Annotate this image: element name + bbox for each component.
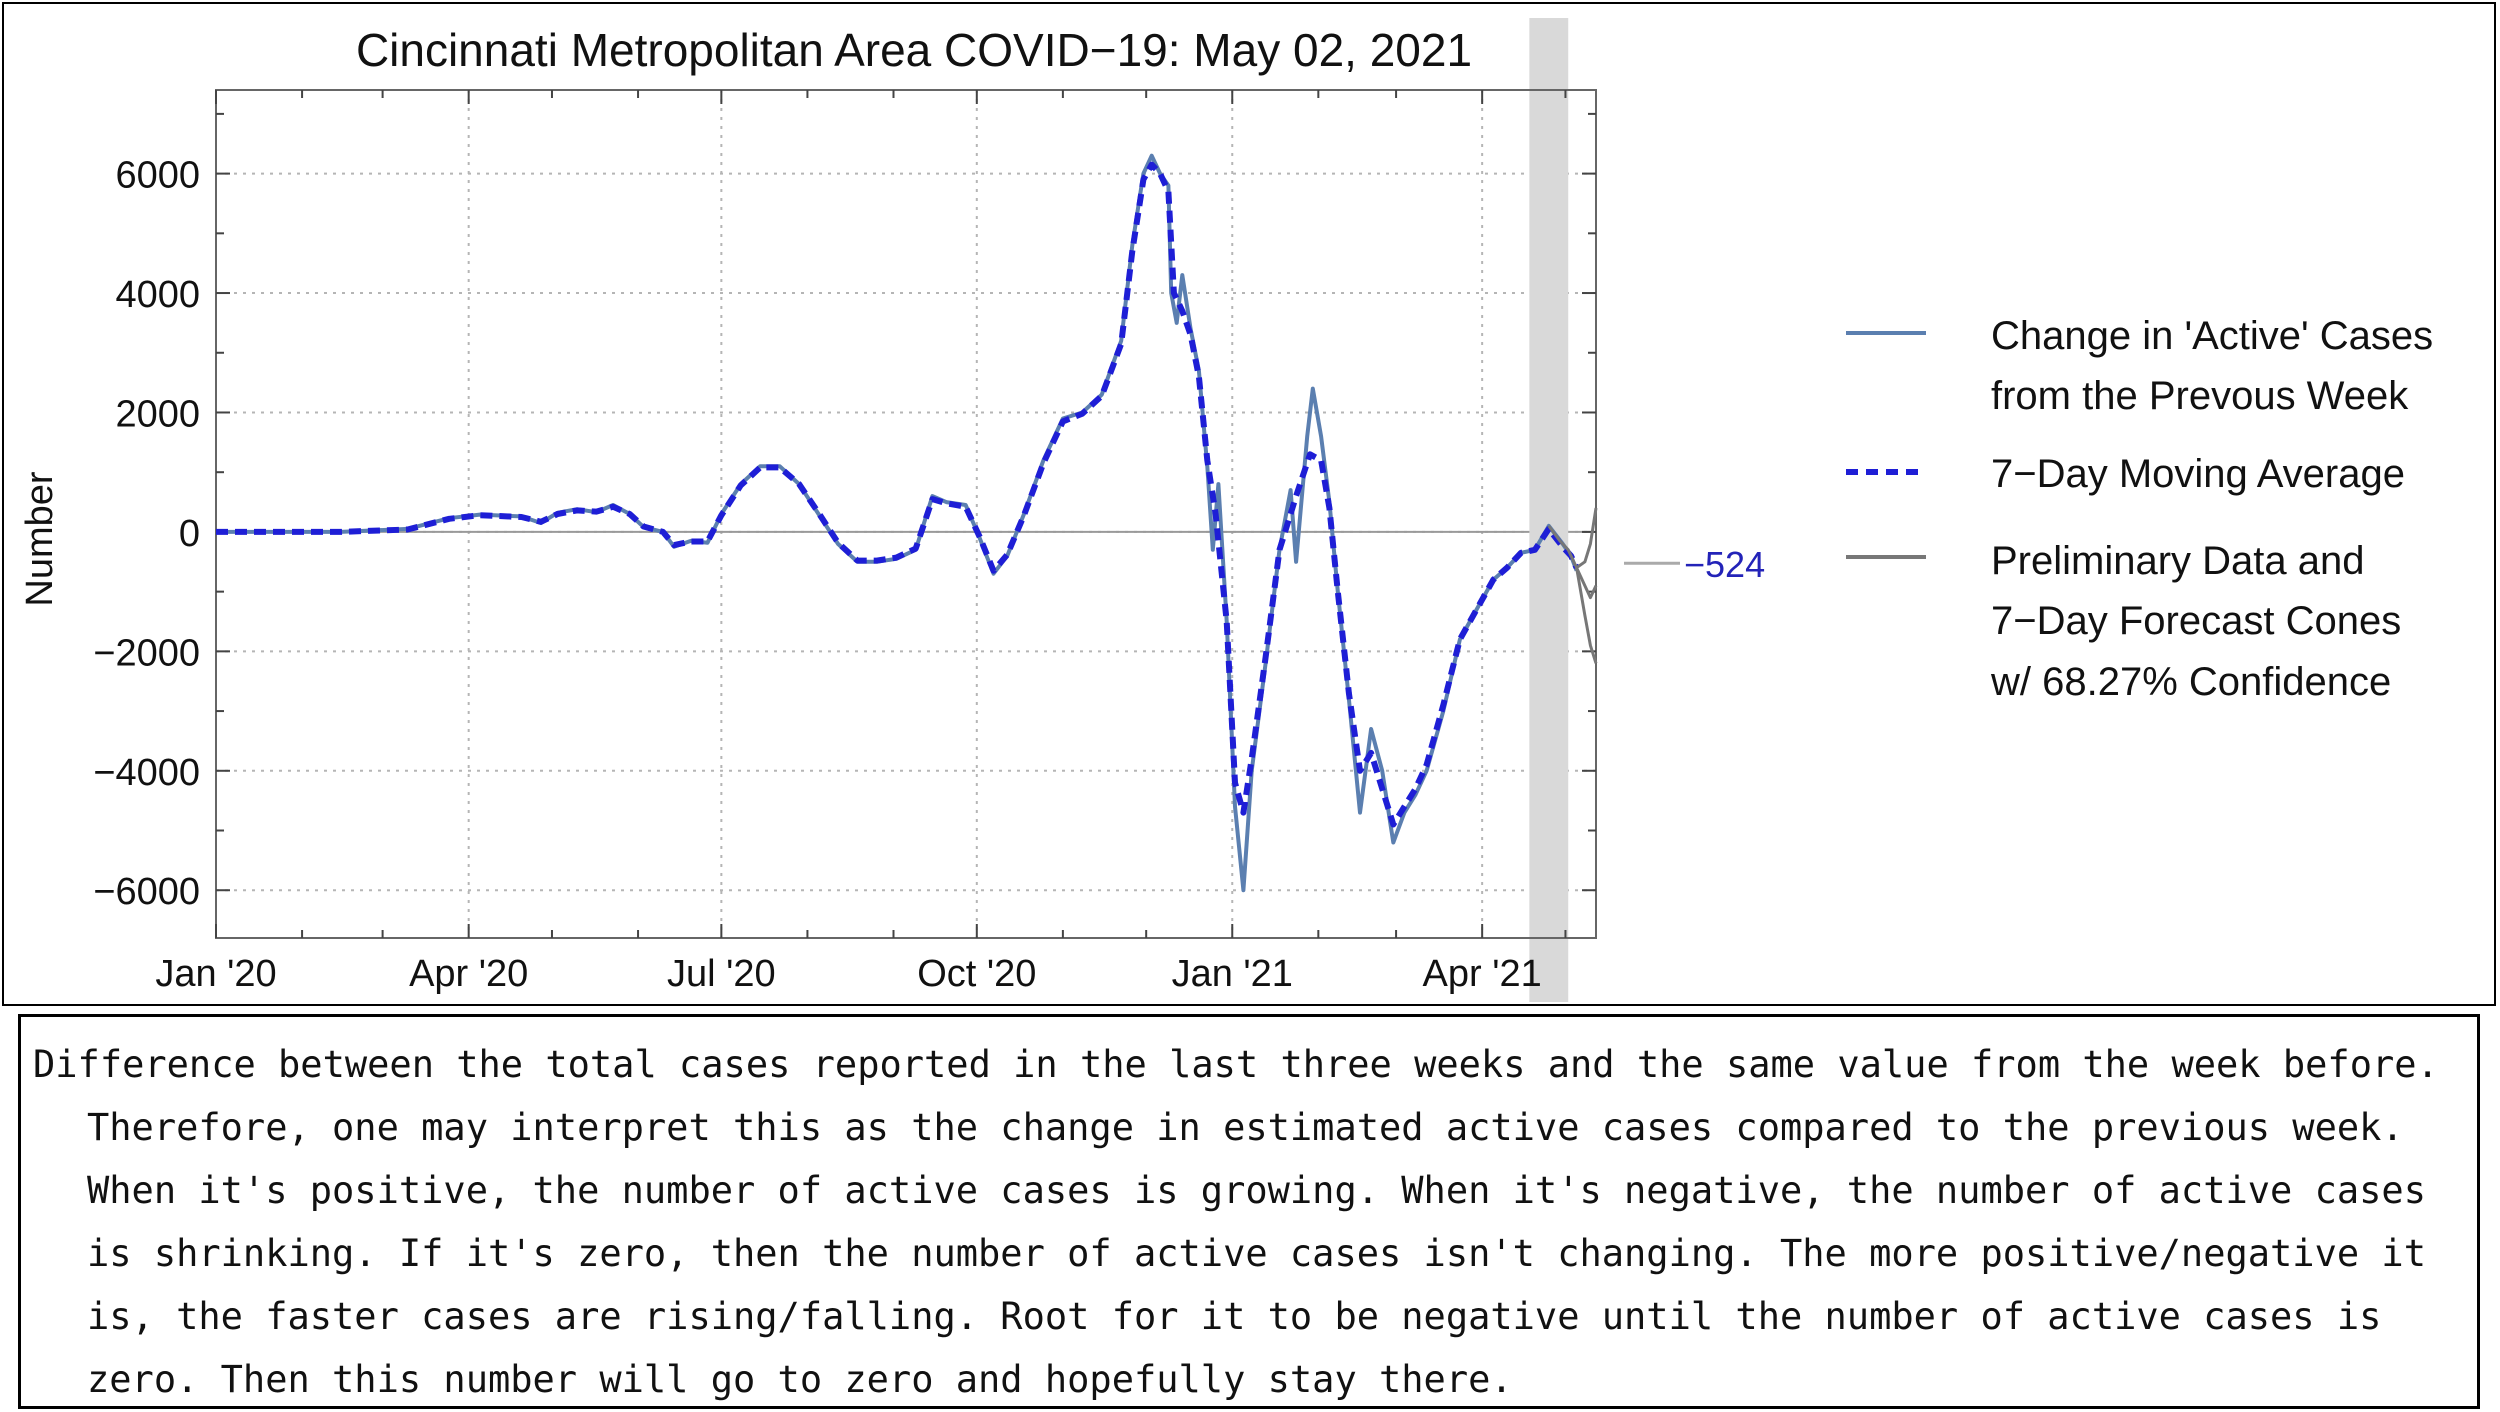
annotation-value-label: −524 <box>1684 544 1765 585</box>
caption-text: Difference between the total cases repor… <box>33 1043 2439 1401</box>
legend-label-preliminary-line3: w/ 68.27% Confidence <box>1990 660 2391 704</box>
chart-title: Cincinnati Metropolitan Area COVID−19: M… <box>356 24 1472 76</box>
x-tick-label: Jan '21 <box>1172 953 1293 995</box>
series-weekly-change-line <box>216 153 1579 893</box>
series-forecast-cone-line <box>1575 507 1598 569</box>
y-tick-label: 6000 <box>115 155 200 197</box>
y-tick-label: 2000 <box>115 393 200 435</box>
series-forecast-cone-line <box>1575 567 1598 664</box>
legend: Change in 'Active' Cases from the Prevou… <box>1846 314 2433 704</box>
x-tick-label: Apr '21 <box>1423 953 1542 995</box>
y-tick-label: −6000 <box>93 871 200 913</box>
chart-svg: Cincinnati Metropolitan Area COVID−19: M… <box>19 18 2433 1002</box>
y-tick-label: 4000 <box>115 274 200 316</box>
legend-label-preliminary-line2: 7−Day Forecast Cones <box>1991 599 2401 643</box>
x-tick-label: Apr '20 <box>409 953 528 995</box>
legend-label-weekly-change-line1: Change in 'Active' Cases <box>1991 314 2433 358</box>
plot-area: 6000 4000 2000 0 −2000 −4000 −6000 Jan '20 Apr '… <box>93 18 1765 1002</box>
legend-label-weekly-change-line2: from the Prevous Week <box>1991 374 2409 418</box>
y-axis-label: Number <box>19 471 61 606</box>
y-tick-label: 0 <box>179 513 200 555</box>
caption-box: Difference between the total cases repor… <box>18 1014 2480 1409</box>
chart-frame: Cincinnati Metropolitan Area COVID−19: M… <box>2 2 2496 1006</box>
x-tick-label: Jan '20 <box>155 953 276 995</box>
x-tick-label: Oct '20 <box>917 953 1036 995</box>
x-tick-label: Jul '20 <box>667 953 776 995</box>
series-moving-average-line <box>216 161 1580 828</box>
preliminary-shade <box>1529 18 1569 1002</box>
legend-label-moving-average: 7−Day Moving Average <box>1991 452 2405 496</box>
y-tick-label: −4000 <box>93 752 200 794</box>
legend-label-preliminary-line1: Preliminary Data and <box>1991 539 2365 583</box>
y-tick-label: −2000 <box>93 632 200 674</box>
